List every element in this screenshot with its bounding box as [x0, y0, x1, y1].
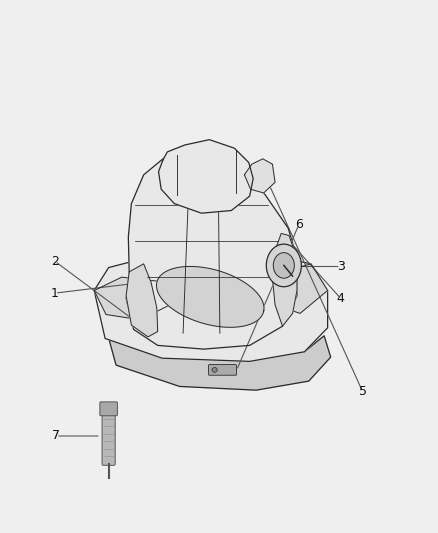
- Circle shape: [266, 244, 301, 287]
- Polygon shape: [94, 251, 328, 361]
- FancyBboxPatch shape: [102, 407, 115, 465]
- Text: 1: 1: [51, 287, 59, 300]
- Polygon shape: [159, 140, 253, 213]
- Polygon shape: [126, 154, 297, 349]
- Polygon shape: [244, 159, 275, 193]
- Polygon shape: [272, 233, 297, 326]
- Text: 7: 7: [52, 430, 60, 442]
- Text: 6: 6: [295, 219, 303, 231]
- FancyBboxPatch shape: [100, 402, 117, 416]
- Polygon shape: [126, 264, 158, 337]
- Text: 3: 3: [337, 260, 345, 273]
- Polygon shape: [107, 333, 331, 390]
- Text: 2: 2: [51, 255, 59, 268]
- Polygon shape: [94, 277, 170, 320]
- Circle shape: [273, 253, 294, 278]
- Polygon shape: [276, 264, 328, 313]
- Polygon shape: [156, 266, 264, 327]
- Text: 5: 5: [359, 385, 367, 398]
- Text: 4: 4: [337, 292, 345, 305]
- Ellipse shape: [212, 368, 217, 373]
- FancyBboxPatch shape: [208, 365, 237, 375]
